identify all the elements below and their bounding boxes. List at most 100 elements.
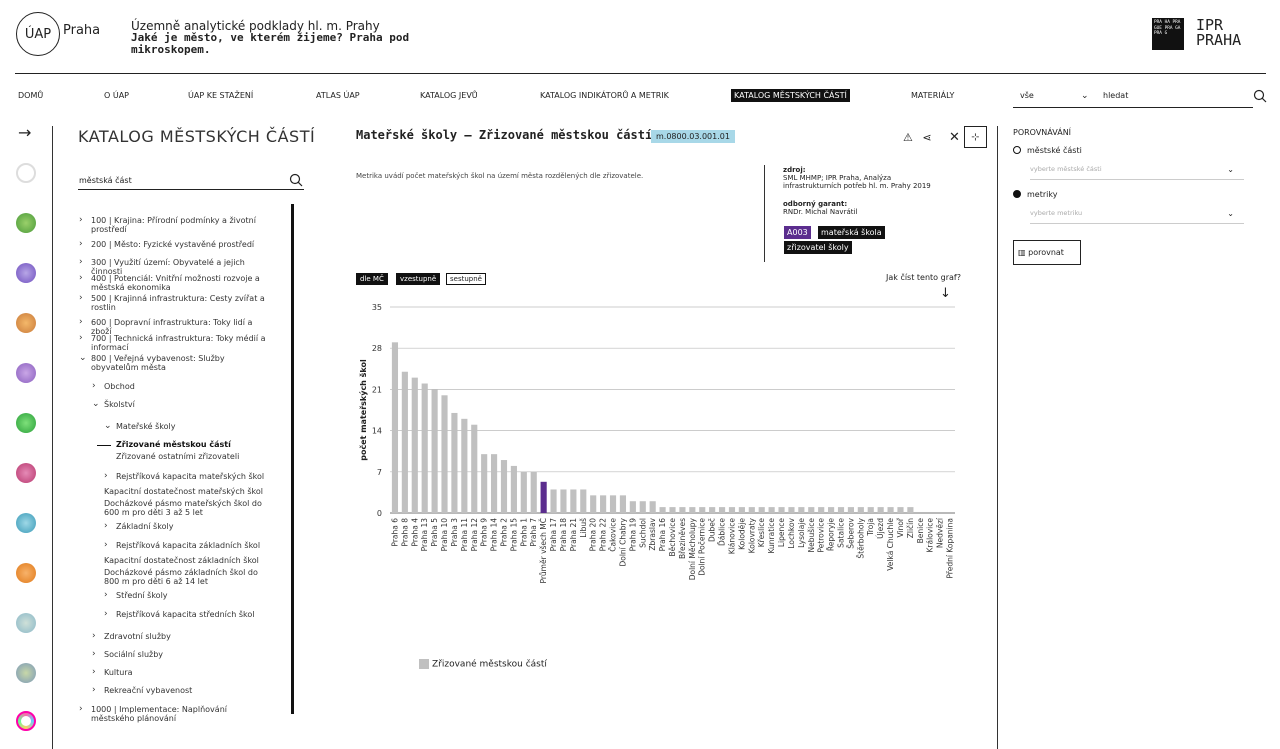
logo-suffix: Praha [63,23,101,38]
tree-item-rejstrikova-ms[interactable]: › Rejstříková kapacita mateřských škol [104,472,264,482]
x-tick-label: Křeslice [757,518,766,548]
compare-button[interactable]: ▥ porovnat [1013,240,1081,265]
search-icon[interactable] [289,173,303,187]
tree-item-materske-skoly[interactable]: ⌄ Mateřské školy [104,422,176,432]
tree-item-100[interactable]: › 100 | Krajina: Přírodní podmínky a živo… [79,216,271,235]
bar [699,507,706,513]
arrow-right-icon[interactable]: → [18,123,32,142]
bar [709,507,716,513]
nav-atlas-uap[interactable]: ATLAS ÚAP [316,91,360,100]
radio-mestske-casti[interactable]: městské části [1013,146,1082,155]
theme-dalsi-icon[interactable] [16,663,36,683]
tree-item-600[interactable]: › 600 | Dopravní infrastruktura: Toky lid… [79,318,271,337]
tree-item-zrizovane-mc-active[interactable]: Zřizované městskou částí [116,440,231,449]
theme-technicka-icon[interactable] [16,513,36,533]
sort-descending-button[interactable]: sestupně [446,273,486,285]
bar [600,495,607,513]
select-placeholder: vyberte městské části [1030,165,1102,173]
bar-chart-icon: ▥ [1018,248,1029,257]
theme-dopravni-icon[interactable] [16,463,36,483]
tree-item-zrizovane-ostatnimi[interactable]: Zřizované ostatními zřizovateli [116,452,240,461]
tag-zrizovatel-skoly[interactable]: zřizovatel školy [784,241,852,254]
theme-krajina-icon[interactable] [16,213,36,233]
theme-implementace-icon[interactable] [16,613,36,633]
bar [768,507,775,513]
tree-item-rejstrikova-ss[interactable]: › Rejstříková kapacita středních škol [104,610,255,620]
tree-item-500[interactable]: › 500 | Krajinná infrastruktura: Cesty zv… [79,294,271,313]
how-to-read-link[interactable]: Jak číst tento graf? [886,273,961,282]
tree-item-socialni[interactable]: › Sociální služby [92,650,163,660]
search-scope-select[interactable]: vše [1020,91,1034,100]
radio-metriky[interactable]: metriky [1013,190,1057,199]
tree-item-kapacitni-ms[interactable]: Kapacitní dostatečnost mateřských škol [104,487,263,496]
tree-item-400[interactable]: › 400 | Potenciál: Vnitřní možnosti rozvo… [79,274,271,293]
tree-item-700[interactable]: › 700 | Technická infrastruktura: Toky mé… [79,334,271,353]
theme-mesto-icon[interactable] [16,263,36,283]
share-icon[interactable]: ⋖ [922,131,932,144]
tree-label: Kultura [104,668,133,677]
tree-item-zdravotni[interactable]: › Zdravotní služby [92,632,171,642]
chevron-down-icon[interactable]: ⌄ [1081,91,1089,101]
active-indicator [97,445,111,446]
sort-by-mc-button[interactable]: dle MČ [356,273,388,285]
tag-a003[interactable]: A003 [784,226,811,239]
tree-item-rejstrikova-zs[interactable]: › Rejstříková kapacita základních škol [104,541,260,551]
x-tick-label: Štěrboholy [856,517,865,558]
select-mestske-casti[interactable]: vyberte městské části ⌄ [1030,165,1244,180]
tree-item-300[interactable]: › 300 | Využití území: Obyvatelé a jejich… [79,258,271,277]
tree-item-200[interactable]: › 200 | Město: Fyzické vystavěné prostřed… [79,240,271,250]
ipr-logo[interactable]: IPR PRAHA [1196,16,1242,49]
tree-item-skolstvi[interactable]: ⌄ Školství [92,400,135,410]
tree-item-stredni-skoly[interactable]: › Střední školy [104,591,168,601]
tree-item-1000[interactable]: › 1000 | Implementace: Naplňování městské… [79,705,271,724]
nav-o-uap[interactable]: O ÚAP [104,91,129,100]
nav-materialy[interactable]: MATERIÁLY [911,91,955,100]
theme-vyuziti-icon[interactable] [16,313,36,333]
chevron-down-icon: ⌄ [92,399,100,409]
tree-item-kapacitni-zs[interactable]: Kapacitní dostatečnost základních škol [104,556,259,565]
close-icon[interactable]: ✕ [949,130,960,145]
uap-logo[interactable]: ÚAP [16,12,60,56]
tree-item-dochazkove-zs[interactable]: Docházkové pásmo základních škol do 800 … [104,568,258,586]
warning-icon[interactable]: ⚠ [903,131,913,144]
tree-label: Základní školy [116,522,174,531]
bar [629,501,636,513]
x-tick-label: Běchovice [668,518,677,557]
search-icon[interactable] [1253,89,1267,103]
select-metriky[interactable]: vyberte metriku ⌄ [1030,209,1244,224]
left-scrollbar[interactable] [291,204,294,714]
theme-krajinna-infra-icon[interactable] [16,413,36,433]
fullscreen-exit-icon[interactable]: ⊹ [964,126,987,148]
tag-materska-skola[interactable]: mateřská škola [818,226,885,239]
nav-domu[interactable]: DOMŮ [18,91,44,100]
catalog-search-input[interactable]: městská část [79,176,132,185]
chevron-right-icon: › [79,293,83,303]
empty-circle-icon[interactable] [16,163,36,183]
tree-item-zakladni-skoly[interactable]: › Základní školy [104,522,174,532]
tree-item-kultura[interactable]: › Kultura [92,668,133,678]
theme-potencial-icon[interactable] [16,363,36,383]
praha-logo-box: PRA HA PRA GUE PRA GA PRA G [1152,18,1184,50]
nav-katalog-jevu[interactable]: KATALOG JEVŮ [420,91,478,100]
theme-vybavenost-icon[interactable] [16,563,36,583]
tree-item-dochazkove-ms[interactable]: Docházkové pásmo mateřských škol do 600 … [104,499,262,517]
nav-katalog-mestskych-casti[interactable]: KATALOG MĚSTSKÝCH ČÁSTÍ [731,89,850,102]
bar [391,342,399,513]
x-tick-label: Čakovice [609,518,618,552]
sort-ascending-button[interactable]: vzestupně [396,273,441,285]
nav-uap-ke-stazeni[interactable]: ÚAP KE STAŽENÍ [188,91,254,100]
bar [609,495,617,513]
tree-item-800[interactable]: ⌄ 800 | Veřejná vybavenost: Služby obyvat… [79,354,271,373]
tree-item-obchod[interactable]: › Obchod [92,382,135,392]
arrow-down-icon[interactable]: ↓ [940,286,951,301]
search-input[interactable]: hledat [1103,91,1129,100]
x-tick-label: Vinoř [896,517,905,537]
tree-item-rekreacni[interactable]: › Rekreační vybavenost [92,686,192,696]
bar [441,395,448,513]
all-themes-icon[interactable] [16,711,36,731]
x-tick-label: Praha 20 [589,518,598,552]
bar [491,454,498,513]
x-tick-label: Praha 1 [519,518,528,547]
nav-katalog-indikatoru[interactable]: KATALOG INDIKÁTORŮ A METRIK [540,91,669,100]
chevron-right-icon: › [104,609,108,619]
